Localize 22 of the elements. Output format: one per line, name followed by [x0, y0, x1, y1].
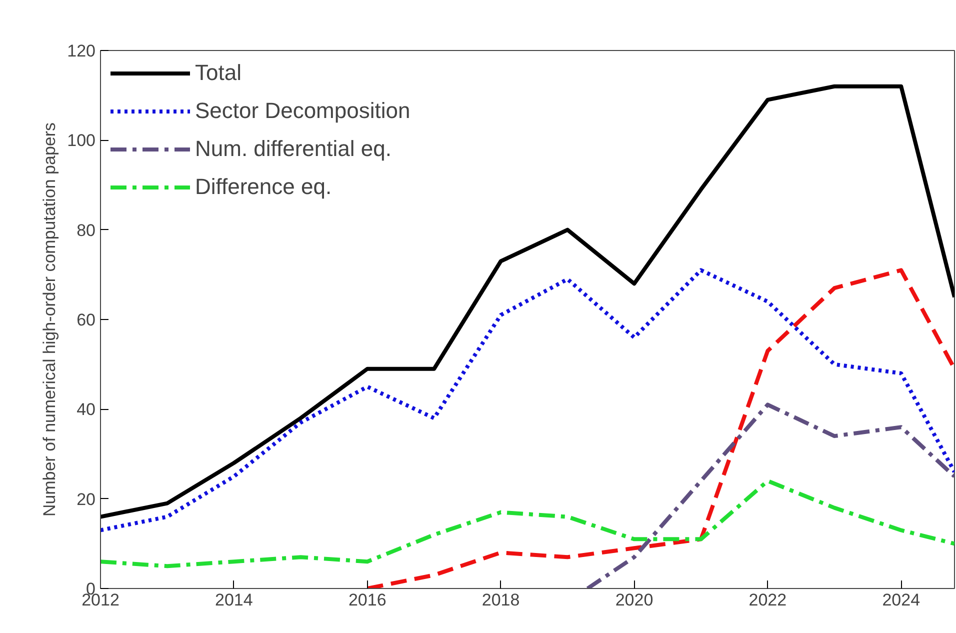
- line-series: [586, 402, 954, 588]
- x-tick-label: 2016: [348, 590, 386, 610]
- y-tick-label: 80: [76, 220, 96, 240]
- y-tick-label: 100: [67, 131, 96, 150]
- x-tick-label: 2018: [482, 590, 520, 610]
- y-tick-label: 20: [76, 490, 96, 509]
- x-tick-label: 2020: [615, 590, 654, 610]
- legend-label: Num. differential eq.: [195, 136, 392, 162]
- line-series: [100, 478, 954, 568]
- line-series: [365, 268, 954, 588]
- legend-label: Total: [195, 60, 242, 86]
- x-tick-label: 2014: [215, 590, 253, 610]
- x-tick-label: 2022: [748, 590, 787, 610]
- line-series: [100, 268, 954, 532]
- line-series: [100, 84, 954, 519]
- legend-label: Difference eq.: [195, 174, 332, 200]
- y-tick-label: 60: [76, 310, 96, 330]
- y-tick-label: 40: [76, 400, 96, 420]
- y-tick-label: 120: [67, 42, 96, 60]
- y-axis-title: Number of numerical high-order computation papers: [40, 122, 60, 517]
- legend-label: Sector Decomposition: [195, 98, 410, 124]
- x-tick-label: 2024: [882, 590, 920, 610]
